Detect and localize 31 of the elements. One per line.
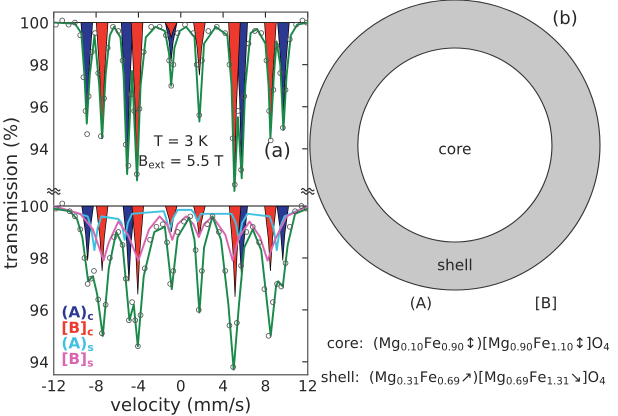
annotation: T = 3 K <box>154 135 208 146</box>
y-axis-title: transmission (%) <box>3 118 20 269</box>
text: shell: (Mg$_{0.31}$Fe$_{0.69}$↗)[Mg$_{0.69}$Fe$_{1.31}$↘]O$_{4}$ <box>322 370 606 386</box>
text: shell <box>438 258 472 270</box>
y-tick-label: 100 <box>21 17 48 29</box>
text: core: (Mg$_{0.10}$Fe$_{0.90}$↕)[Mg$_{0.90}$Fe$_{1.10}$↕]O$_{4}$ <box>328 336 610 352</box>
y-tick-label: 94 <box>30 143 48 155</box>
x-tick-label: 0 <box>176 380 185 392</box>
x-tick-label: -8 <box>89 380 103 392</box>
text: (a) <box>265 142 290 160</box>
annotation: B$_{ext}$ = 5.5 T <box>140 155 224 168</box>
x-tick-label: 4 <box>218 380 228 392</box>
y-tick-label: 94 <box>30 356 48 368</box>
text: [B] <box>536 296 556 310</box>
text: (A) <box>411 296 431 310</box>
y-tick-label: 98 <box>30 59 48 71</box>
text: (b) <box>554 10 576 26</box>
text: [B]$_{s}$ <box>62 352 94 367</box>
x-tick-label: 12 <box>300 380 316 392</box>
text: [B]$_{c}$ <box>62 321 93 336</box>
x-tick-label: 8 <box>262 380 270 392</box>
x-axis-title: velocity (mm/s) <box>110 397 250 415</box>
text: (A)$_{s}$ <box>62 336 94 352</box>
x-tick-label: -12 <box>42 380 65 392</box>
text: (A)$_{c}$ <box>62 306 93 320</box>
x-tick-label: -4 <box>132 380 146 392</box>
y-tick-label: 96 <box>30 101 48 113</box>
text: core <box>439 146 471 154</box>
y-tick-label: 100 <box>21 200 48 212</box>
y-tick-label: 98 <box>30 252 48 264</box>
y-tick-label: 96 <box>30 304 48 316</box>
